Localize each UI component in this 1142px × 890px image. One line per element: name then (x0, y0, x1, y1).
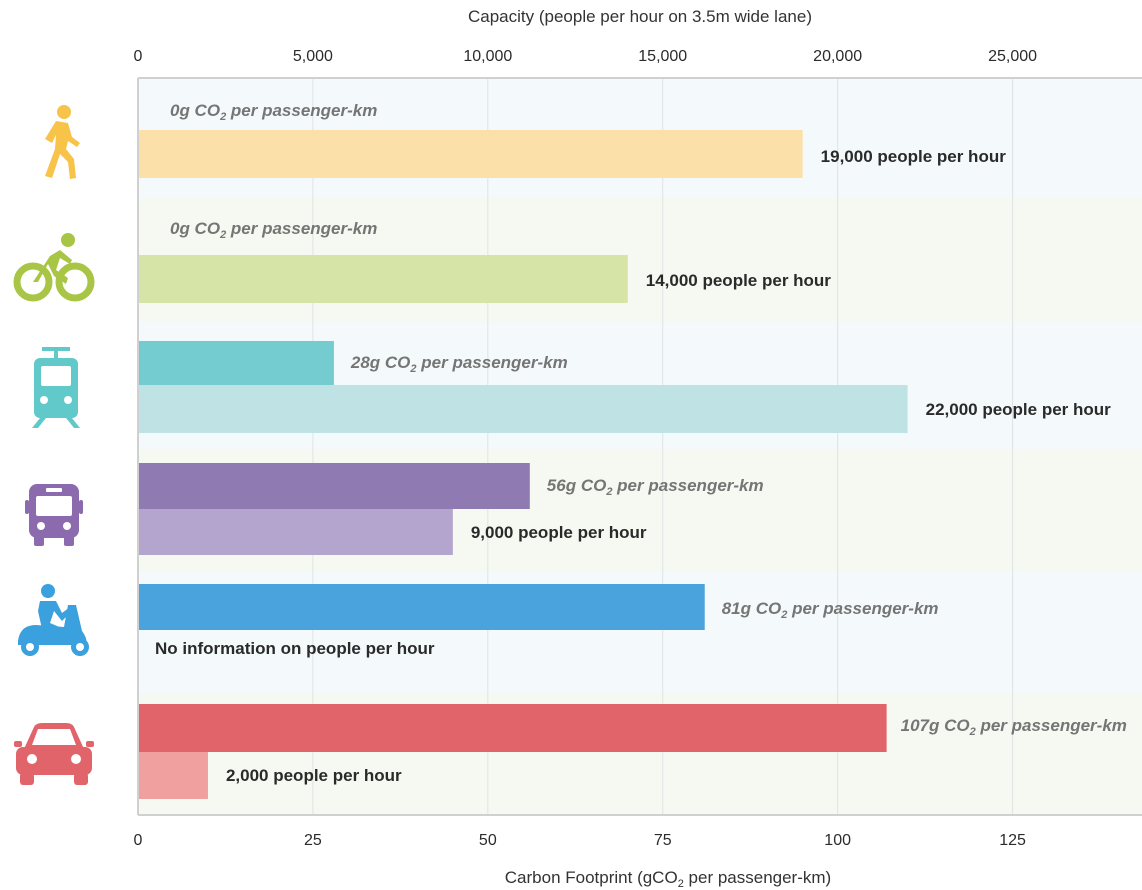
bottom-tick-label: 100 (824, 832, 851, 849)
capacity-bar (138, 752, 208, 799)
capacity-label: 22,000 people per hour (926, 400, 1112, 419)
co2-label: 56g CO2 per passenger-km (547, 476, 764, 498)
co2-label: 28g CO2 per passenger-km (350, 353, 568, 375)
gridlines (312, 78, 1014, 815)
capacity-label: 19,000 people per hour (821, 147, 1007, 166)
capacity-label: 2,000 people per hour (226, 766, 402, 785)
car-icon (14, 723, 94, 785)
capacity-label: No information on people per hour (155, 639, 435, 658)
co2-label: 107g CO2 per passenger-km (901, 716, 1127, 738)
top-tick-label: 5,000 (293, 48, 333, 65)
co2-label: 0g CO2 per passenger-km (170, 101, 377, 123)
bottom-tick-label: 50 (479, 832, 497, 849)
co2-bar (138, 584, 705, 630)
capacity-bar (138, 509, 453, 555)
axes: 0 5,000 10,000 15,000 20,000 25,000 0 25 50 75 100… (134, 48, 1142, 849)
top-tick-label: 0 (134, 48, 143, 65)
bus-icon (25, 484, 83, 546)
bottom-axis-title: Carbon Footprint (gCO2 per passenger-km) (505, 868, 831, 890)
capacity-bar (138, 385, 908, 433)
bottom-tick-label: 125 (999, 832, 1026, 849)
capacity-bar (138, 130, 803, 178)
capacity-label: 9,000 people per hour (471, 523, 647, 542)
capacity-label: 14,000 people per hour (646, 271, 832, 290)
co2-label: 81g CO2 per passenger-km (722, 599, 939, 621)
co2-bar (138, 341, 334, 385)
co2-label: 0g CO2 per passenger-km (170, 219, 377, 241)
row-bands (138, 78, 1142, 815)
bottom-tick-label: 0 (134, 832, 143, 849)
top-axis-title: Capacity (people per hour on 3.5m wide l… (468, 7, 812, 26)
capacity-bar (138, 255, 628, 303)
top-tick-label: 15,000 (638, 48, 687, 65)
top-tick-label: 20,000 (813, 48, 862, 65)
co2-bar (138, 463, 530, 509)
motor-scooter-icon (18, 584, 89, 656)
bar-labels: 0g CO2 per passenger-km 19,000 people per… (155, 101, 1127, 785)
bars (138, 130, 908, 799)
top-tick-label: 25,000 (988, 48, 1037, 65)
top-tick-label: 10,000 (463, 48, 512, 65)
co2-bar (138, 704, 887, 752)
bottom-tick-label: 25 (304, 832, 322, 849)
pedestrian-icon (45, 105, 80, 179)
tram-icon (32, 347, 80, 428)
bottom-tick-label: 75 (654, 832, 672, 849)
bicycle-icon (13, 233, 95, 302)
